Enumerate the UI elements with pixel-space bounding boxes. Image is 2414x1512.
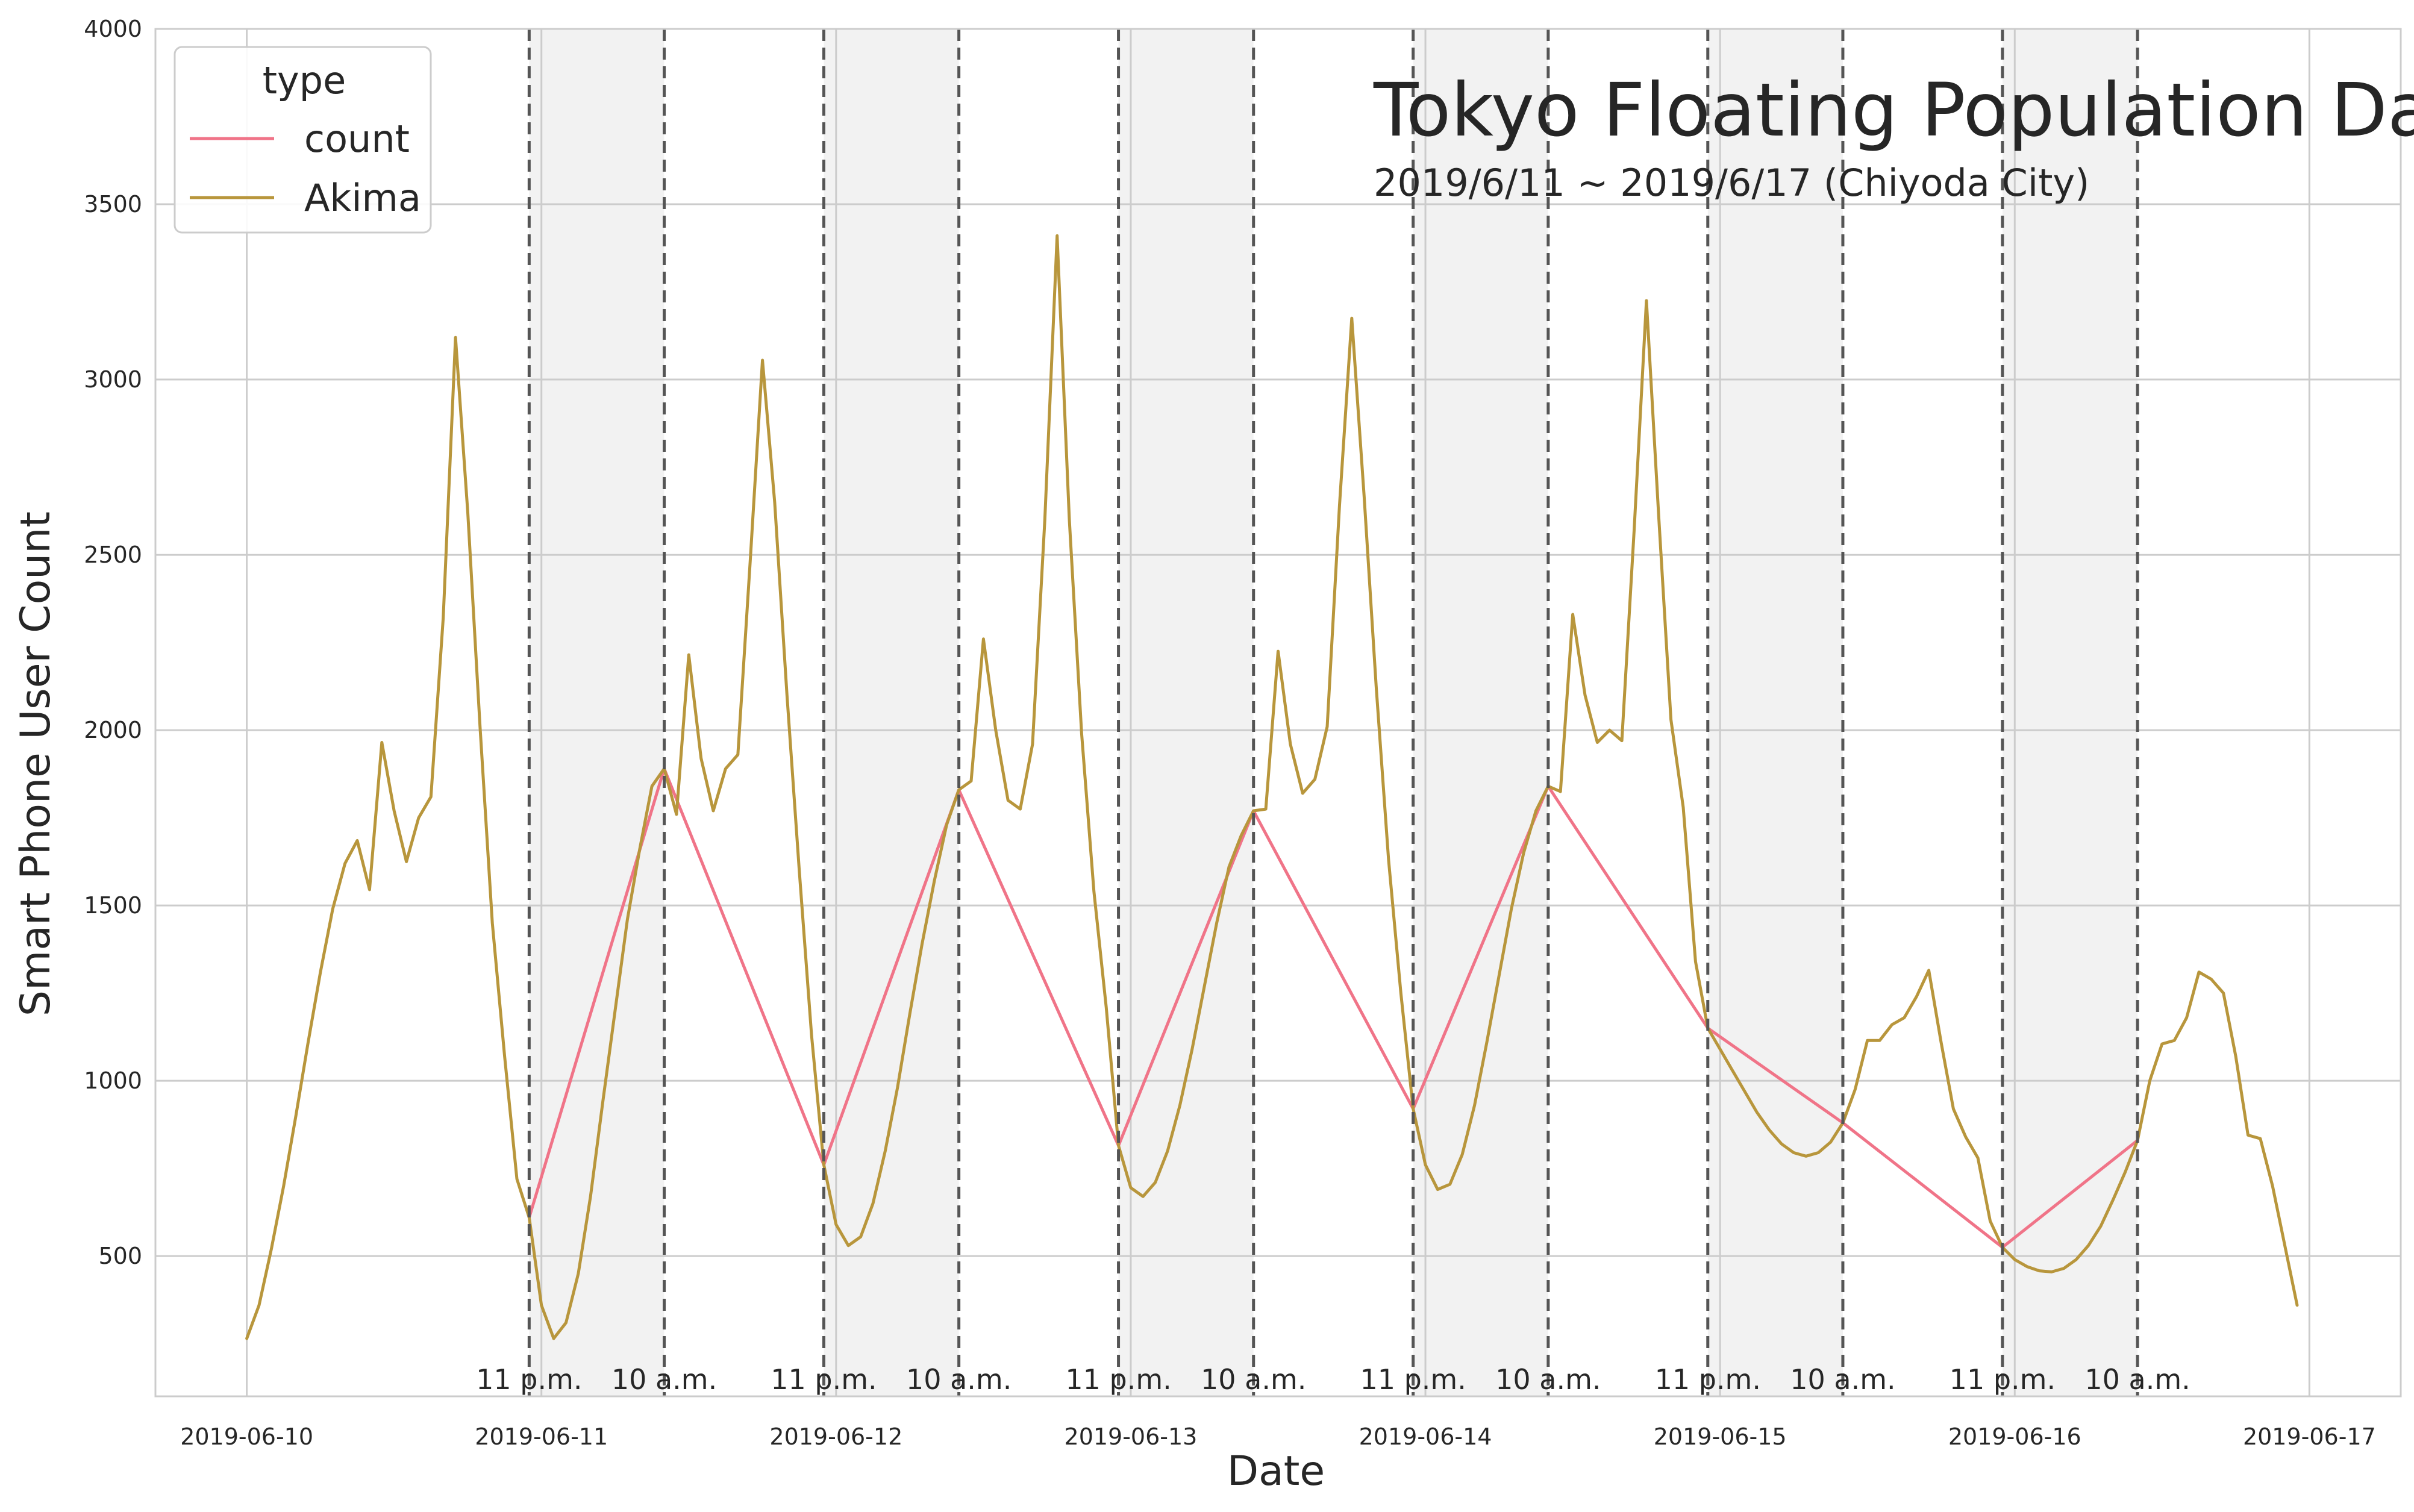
x-tick-label-2019-06-12: 2019-06-12	[769, 1423, 902, 1450]
y-axis-label: Smart Phone User Count	[12, 511, 60, 1016]
series-line-akima	[245, 234, 2299, 1340]
night-start-label-0: 11 p.m.	[476, 1363, 582, 1396]
legend-title: type	[263, 58, 346, 102]
night-end-label-5: 10 a.m.	[2084, 1363, 2190, 1396]
legend-box	[174, 46, 432, 234]
x-tick-label-2019-06-15: 2019-06-15	[1654, 1423, 1787, 1450]
y-tick-label-4000: 4000	[84, 16, 142, 42]
y-tick-label-500: 500	[98, 1243, 142, 1269]
x-tick-label-2019-06-16: 2019-06-16	[1948, 1423, 2081, 1450]
y-tick-label-1000: 1000	[84, 1067, 142, 1094]
night-end-label-0: 10 a.m.	[611, 1363, 717, 1396]
night-end-label-2: 10 a.m.	[1201, 1363, 1306, 1396]
y-tick-label-3500: 3500	[84, 191, 142, 217]
night-shade-0	[529, 29, 664, 1396]
night-start-label-2: 11 p.m.	[1065, 1363, 1171, 1396]
x-tick-label-2019-06-10: 2019-06-10	[180, 1423, 313, 1450]
night-shade-2	[1118, 29, 1254, 1396]
legend: type count Akima	[174, 46, 432, 234]
x-tick-label-2019-06-17: 2019-06-17	[2243, 1423, 2376, 1450]
night-markers: 11 p.m. 10 a.m. 11 p.m. 10 a.m. 11 p.m. 10 a.…	[476, 29, 2190, 1396]
chart-subtitle: 2019/6/11 ~ 2019/6/17 (Chiyoda City)	[1374, 161, 2089, 205]
night-start-label-3: 11 p.m.	[1360, 1363, 1466, 1396]
series-line-count	[527, 767, 2139, 1249]
series-lines	[245, 234, 2299, 1340]
legend-label-count: count	[304, 117, 410, 161]
night-shade-1	[824, 29, 959, 1396]
night-end-label-1: 10 a.m.	[906, 1363, 1012, 1396]
night-shade-5	[2002, 29, 2138, 1396]
night-shade-3	[1413, 29, 1548, 1396]
plot-frame	[154, 28, 2402, 1398]
y-tick-label-2000: 2000	[84, 717, 142, 743]
night-start-label-5: 11 p.m.	[1950, 1363, 2056, 1396]
night-end-label-4: 10 a.m.	[1790, 1363, 1895, 1396]
chart-title: Tokyo Floating Population Data	[1373, 67, 2414, 153]
night-start-label-1: 11 p.m.	[771, 1363, 877, 1396]
night-start-label-4: 11 p.m.	[1655, 1363, 1761, 1396]
legend-label-akima: Akima	[304, 176, 421, 220]
x-axis-label: Date	[1227, 1448, 1325, 1495]
x-tick-label-2019-06-13: 2019-06-13	[1065, 1423, 1198, 1450]
night-shade-4	[1707, 29, 1843, 1396]
night-end-label-3: 10 a.m.	[1495, 1363, 1601, 1396]
y-tick-label-2500: 2500	[84, 542, 142, 568]
night-shades	[529, 29, 2138, 1396]
y-tick-label-1500: 1500	[84, 892, 142, 919]
x-tick-label-2019-06-11: 2019-06-11	[475, 1423, 608, 1450]
tick-labels: 500 1000 1500 2000 2500 3000 3500 4000 2019-06-1…	[84, 16, 2376, 1450]
y-tick-label-3000: 3000	[84, 366, 142, 393]
x-tick-label-2019-06-14: 2019-06-14	[1359, 1423, 1492, 1450]
